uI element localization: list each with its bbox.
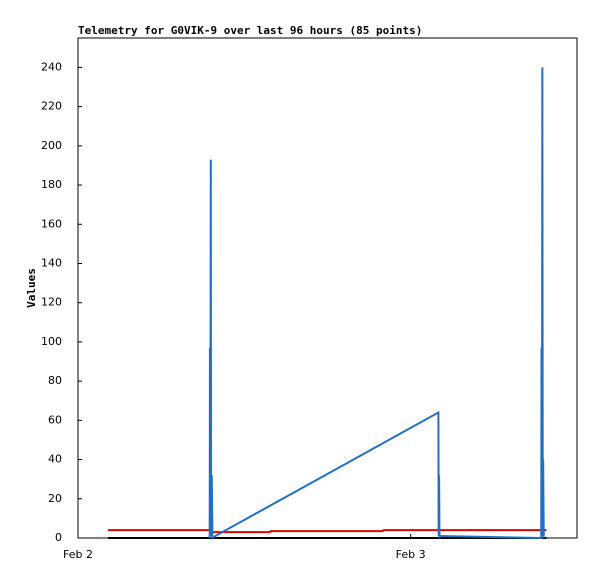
y-tick-label: 180: [41, 178, 62, 191]
chart-title: Telemetry for G0VIK-9 over last 96 hours…: [78, 24, 422, 37]
y-tick-label: 20: [48, 492, 62, 505]
y-tick-label: 80: [48, 374, 62, 387]
series-line: [208, 67, 545, 540]
y-tick-label: 0: [55, 531, 62, 544]
y-tick-label: 160: [41, 217, 62, 230]
y-tick-label: 120: [41, 296, 62, 309]
y-tick-label: 40: [48, 453, 62, 466]
y-tick-label: 60: [48, 413, 62, 426]
y-tick-label: 200: [41, 139, 62, 152]
y-tick-label: 140: [41, 256, 62, 269]
x-tick-label: Feb 3: [396, 548, 426, 561]
x-tick-label: Feb 2: [63, 548, 93, 561]
y-tick-label: 240: [41, 60, 62, 73]
y-axis-label: Values: [25, 268, 38, 308]
y-tick-label: 100: [41, 335, 62, 348]
y-tick-label: 220: [41, 100, 62, 113]
